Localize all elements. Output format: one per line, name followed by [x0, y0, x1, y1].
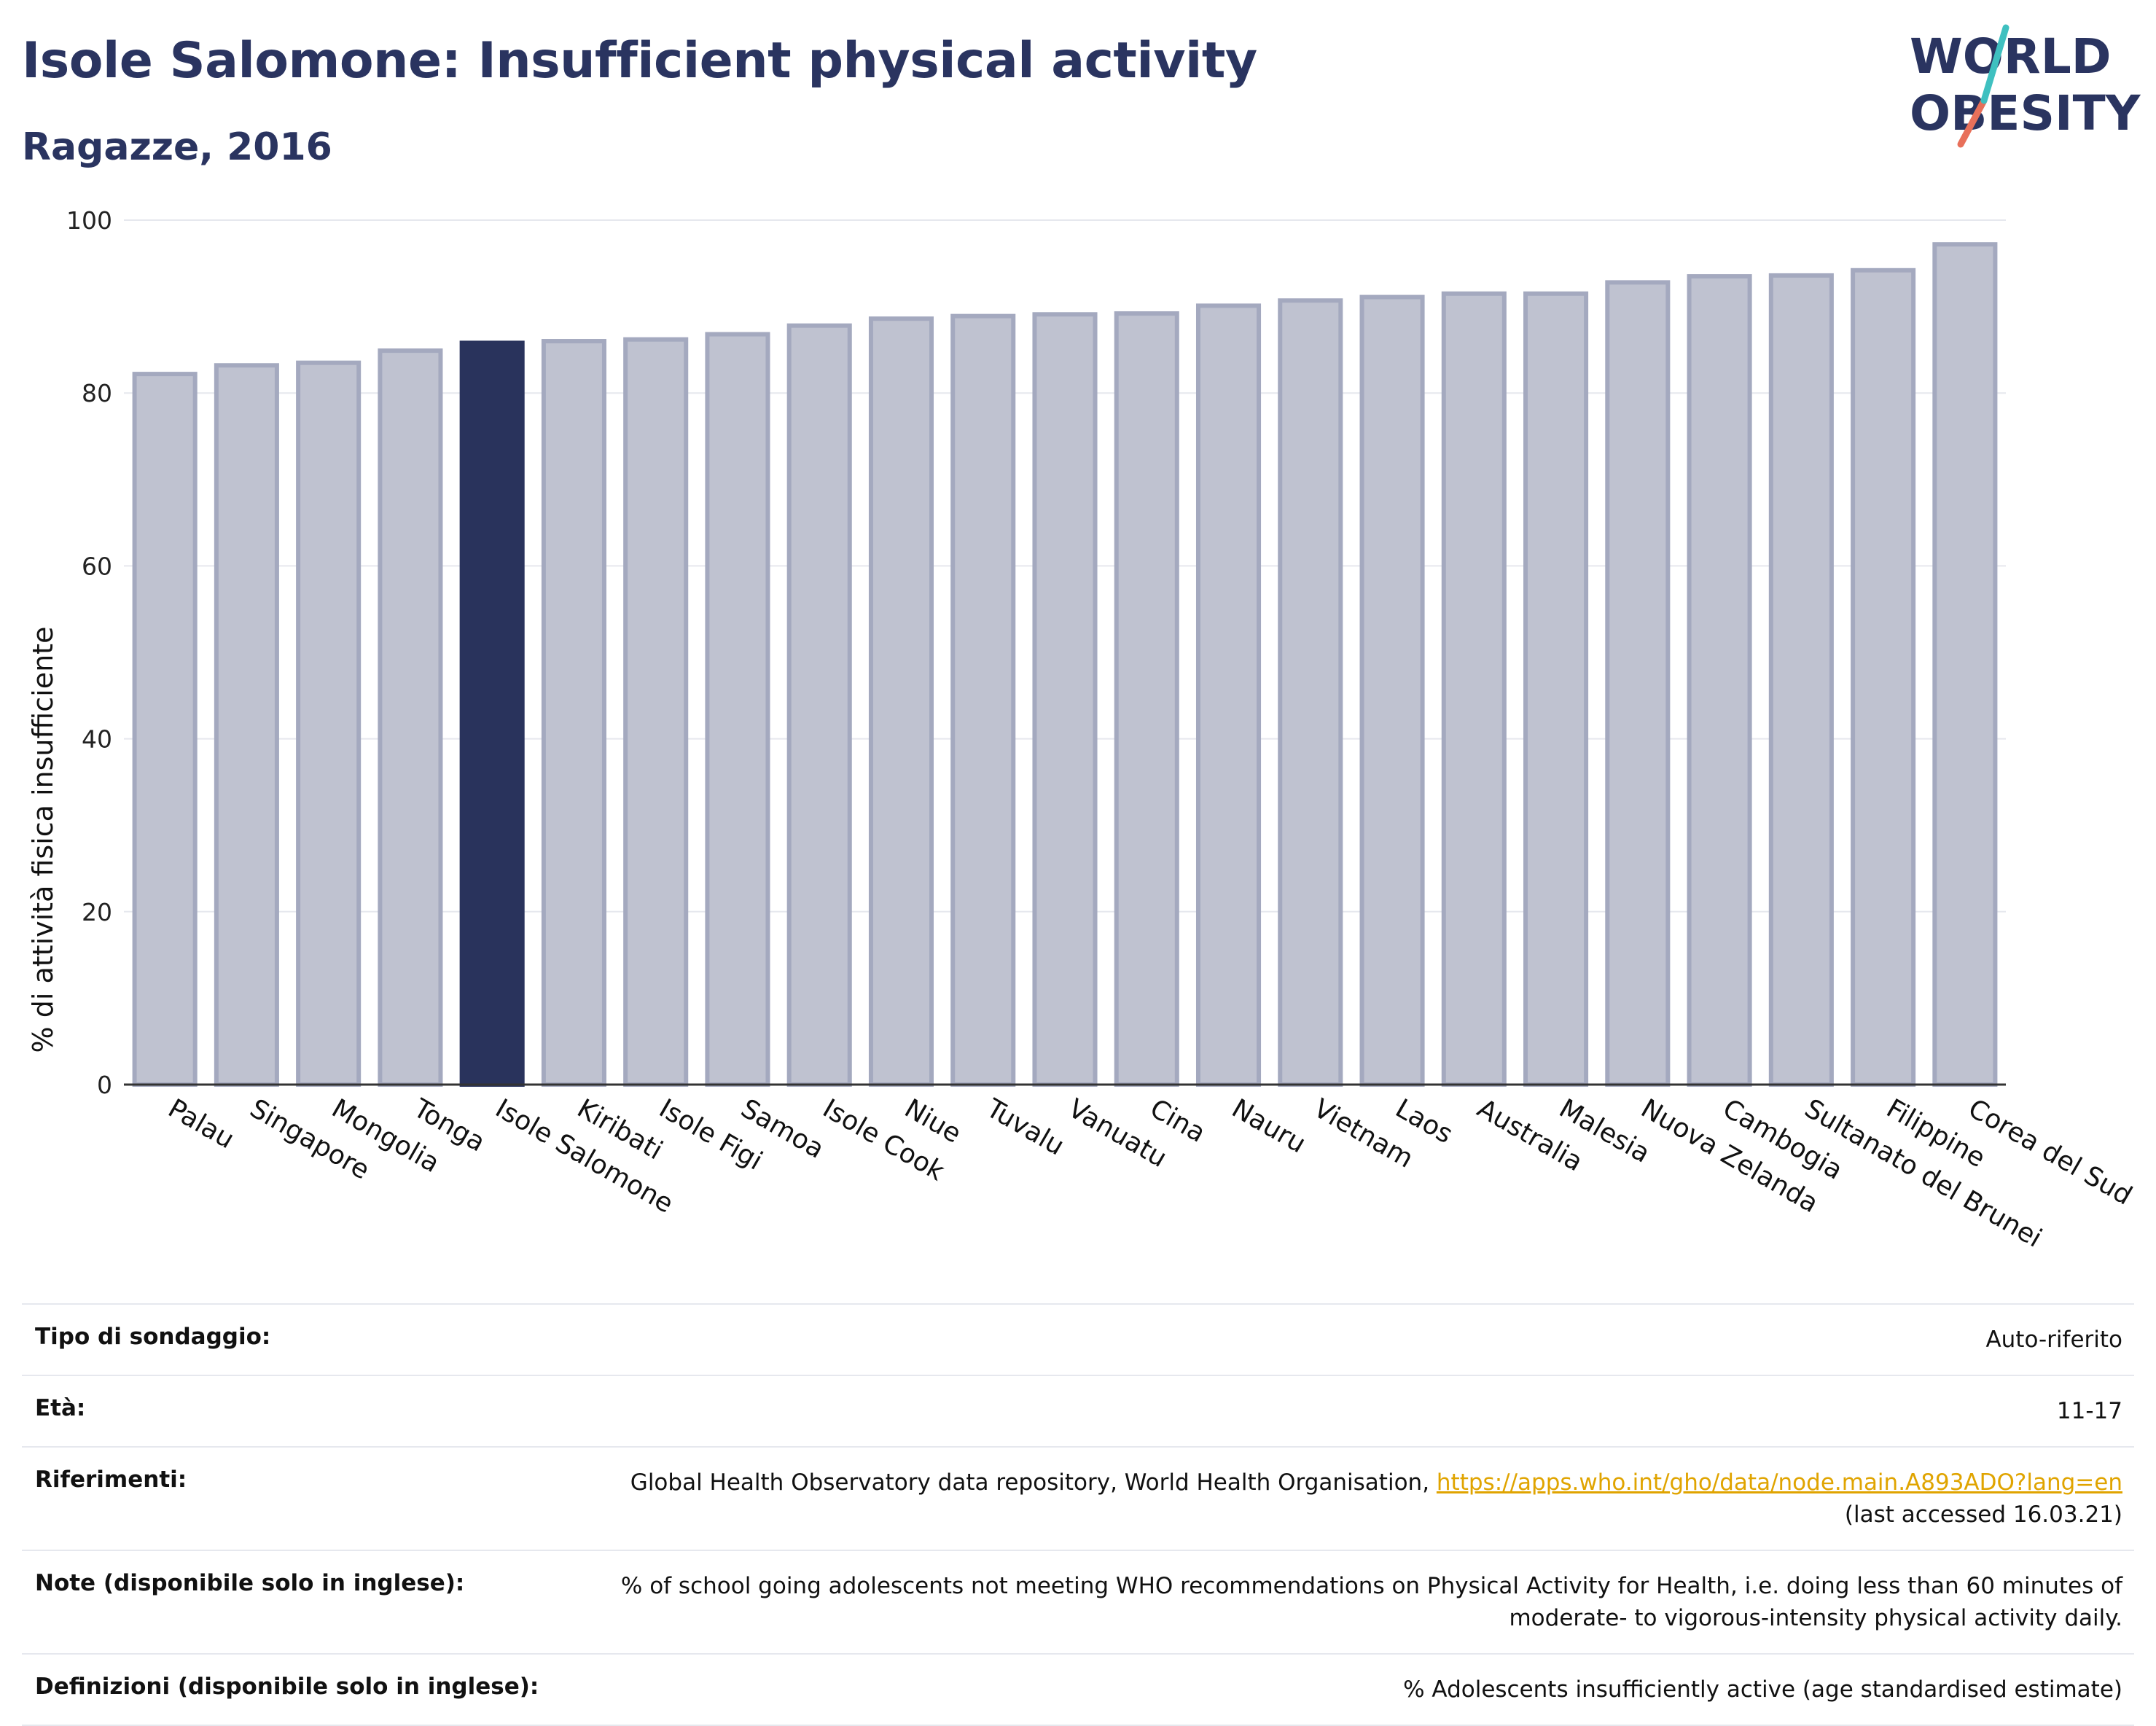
bar-isole-cook[interactable]: [786, 323, 852, 1087]
x-tick-label: Nauru: [1227, 1093, 1311, 1159]
info-row-references: Riferimenti: Global Health Observatory d…: [22, 1447, 2134, 1550]
bar-tuvalu[interactable]: [950, 313, 1016, 1087]
bar-australia[interactable]: [1441, 291, 1507, 1087]
bar-tonga[interactable]: [378, 348, 443, 1087]
chart-bars: [132, 242, 1998, 1087]
info-table: Tipo di sondaggio: Auto-riferito Età: 11…: [22, 1303, 2134, 1726]
bar-niue[interactable]: [868, 316, 934, 1087]
world-obesity-logo: WORLD OBESITY: [1910, 24, 2141, 148]
logo-line2: OBESITY: [1910, 85, 2141, 141]
bar-filippine[interactable]: [1851, 268, 1916, 1087]
bar-corea-del-sud[interactable]: [1932, 242, 1998, 1087]
bar-vanuatu[interactable]: [1032, 312, 1098, 1087]
bar-samoa[interactable]: [705, 332, 770, 1087]
x-tick-label: Palau: [163, 1093, 240, 1155]
info-value-references: Global Health Observatory data repositor…: [557, 1447, 2134, 1550]
x-tick-label: Tuvalu: [980, 1093, 1069, 1162]
bar-nauru[interactable]: [1195, 303, 1262, 1087]
bar-singapore[interactable]: [214, 363, 279, 1087]
info-row-age: Età: 11-17: [22, 1375, 2134, 1447]
y-tick-label: 100: [66, 206, 112, 235]
bar-sultanato-del-brunei[interactable]: [1768, 273, 1834, 1087]
info-label: Riferimenti:: [35, 1467, 187, 1493]
info-label: Definizioni (disponibile solo in inglese…: [35, 1674, 539, 1700]
bar-mongolia[interactable]: [296, 360, 362, 1087]
reference-link[interactable]: https://apps.who.int/gho/data/node.main.…: [1436, 1469, 2122, 1496]
y-tick-label: 60: [82, 552, 112, 580]
info-value: % of school going adolescents not meetin…: [620, 1573, 2122, 1631]
info-value: % Adolescents insufficiently active (age…: [1403, 1676, 2122, 1703]
logo-slash-red: [1957, 97, 1988, 148]
bar-palau[interactable]: [132, 372, 198, 1087]
chart-y-ticks: 0 20 40 60 80 100: [66, 206, 112, 1099]
info-row-notes: Note (disponibile solo in inglese): % of…: [22, 1550, 2134, 1654]
y-axis-label: % di attività fisica insufficiente: [27, 627, 59, 1053]
x-tick-label: Corea del Sud: [1963, 1093, 2137, 1211]
bar-isole-salomone[interactable]: [459, 340, 525, 1087]
y-tick-label: 0: [97, 1071, 112, 1099]
y-tick-label: 80: [82, 379, 112, 407]
info-label: Età:: [35, 1395, 86, 1421]
info-value: 11-17: [2056, 1398, 2122, 1424]
page-title: Isole Salomone: Insufficient physical ac…: [22, 32, 1257, 90]
info-value: Auto-riferito: [1985, 1327, 2122, 1353]
reference-accessed: (last accessed 16.03.21): [1844, 1502, 2122, 1528]
bar-chart: 0 20 40 60 80 100 Palau SingaporeMongoliaTonga…: [27, 206, 2137, 1254]
page-subtitle: Ragazze, 2016: [22, 125, 332, 169]
bar-laos[interactable]: [1359, 294, 1425, 1087]
bar-kiribati[interactable]: [541, 339, 606, 1087]
bar-cina[interactable]: [1114, 311, 1179, 1087]
info-row-survey-type: Tipo di sondaggio: Auto-riferito: [22, 1304, 2134, 1375]
info-label: Note (disponibile solo in inglese):: [35, 1570, 465, 1596]
y-tick-label: 40: [82, 725, 112, 754]
info-label: Tipo di sondaggio:: [35, 1324, 271, 1350]
bar-isole-figi[interactable]: [623, 337, 689, 1087]
bar-malesia[interactable]: [1523, 291, 1589, 1087]
reference-source: Global Health Observatory data repositor…: [630, 1469, 1437, 1496]
logo-slash-teal: [1980, 24, 2009, 104]
bar-cambogia[interactable]: [1687, 274, 1752, 1087]
info-row-definitions: Definizioni (disponibile solo in inglese…: [22, 1654, 2134, 1725]
logo-line1: WORLD: [1910, 28, 2112, 85]
y-tick-label: 20: [82, 898, 112, 926]
bar-nuova-zelanda[interactable]: [1605, 280, 1671, 1087]
bar-vietnam[interactable]: [1278, 298, 1343, 1087]
